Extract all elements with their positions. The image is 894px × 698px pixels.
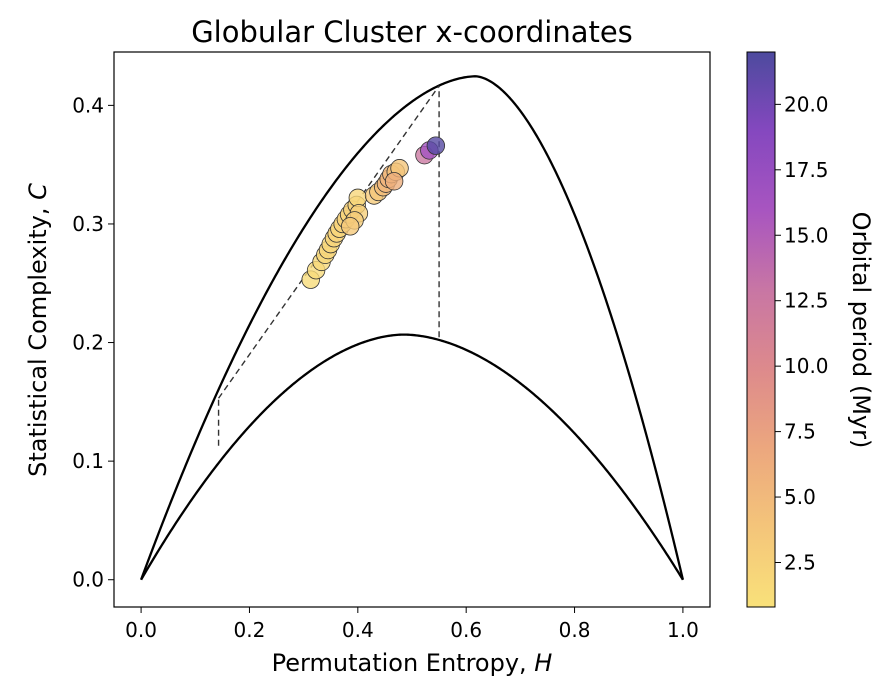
colorbar-label: Orbital period (Myr) bbox=[847, 212, 875, 449]
colorbar-tick-label: 5.0 bbox=[784, 485, 816, 509]
y-axis-ticks: 0.0 0.1 0.2 0.3 0.4 bbox=[72, 93, 114, 592]
colorbar: 2.5 5.0 7.5 10.0 12.5 15.0 17.5 20.0 bbox=[746, 51, 829, 608]
colorbar-tick-label: 20.0 bbox=[784, 92, 829, 116]
colorbar-tick-label: 10.0 bbox=[784, 354, 829, 378]
colorbar-ticks: 2.5 5.0 7.5 10.0 12.5 15.0 17.5 20.0 bbox=[775, 92, 829, 574]
plot-area bbox=[113, 51, 711, 608]
scatter-point bbox=[384, 172, 404, 191]
y-tick-label: 0.2 bbox=[72, 331, 104, 355]
x-tick-label: 0.4 bbox=[342, 618, 374, 642]
y-tick-label: 0.3 bbox=[72, 212, 104, 236]
colorbar-tick-label: 12.5 bbox=[784, 289, 829, 313]
max-complexity-curve bbox=[140, 75, 685, 581]
x-tick-label: 0.8 bbox=[559, 618, 591, 642]
y-tick-label: 0.4 bbox=[72, 93, 104, 117]
y-tick-label: 0.0 bbox=[72, 568, 104, 592]
chart-title: Globular Cluster x-coordinates bbox=[191, 15, 633, 49]
boundary-curves bbox=[140, 75, 685, 581]
x-axis-ticks: 0.0 0.2 0.4 0.6 0.8 1.0 bbox=[125, 607, 699, 642]
x-tick-label: 0.6 bbox=[450, 618, 482, 642]
y-tick-label: 0.1 bbox=[72, 449, 104, 473]
x-axis-label: Permutation Entropy, H bbox=[272, 649, 553, 677]
scatter-points bbox=[301, 136, 446, 289]
scatter-point bbox=[341, 217, 360, 236]
min-complexity-curve bbox=[140, 333, 684, 581]
x-tick-label: 1.0 bbox=[667, 618, 699, 642]
colorbar-tick-label: 2.5 bbox=[784, 550, 816, 574]
scatter-point bbox=[426, 136, 446, 155]
plot-frame bbox=[113, 51, 711, 608]
scatter-point bbox=[348, 188, 368, 208]
colorbar-scale bbox=[746, 51, 776, 608]
colorbar-tick-label: 7.5 bbox=[784, 420, 816, 444]
y-axis-label: Statistical Complexity, C bbox=[24, 183, 52, 477]
x-tick-label: 0.0 bbox=[125, 618, 157, 642]
colorbar-tick-label: 17.5 bbox=[784, 158, 829, 182]
colorbar-tick-label: 15.0 bbox=[784, 223, 829, 247]
x-tick-label: 0.2 bbox=[234, 618, 266, 642]
